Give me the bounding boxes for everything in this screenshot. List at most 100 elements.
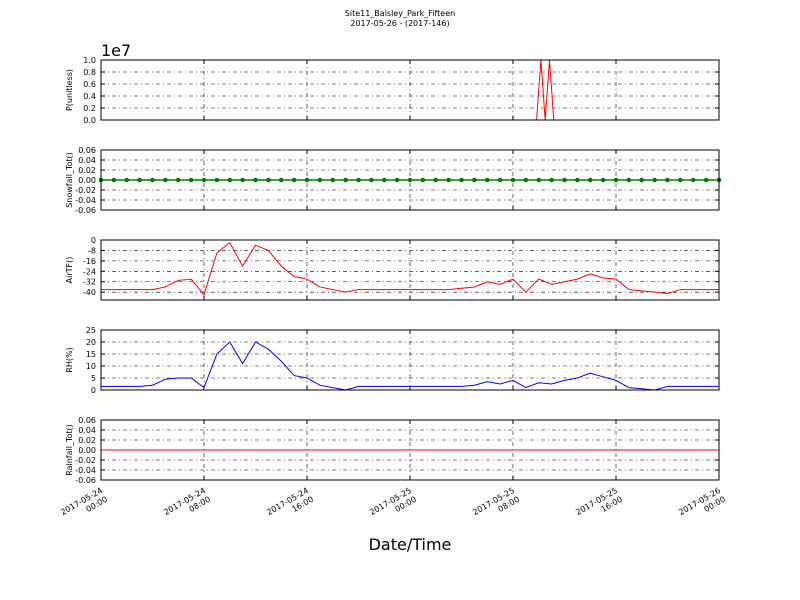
data-point bbox=[472, 177, 477, 183]
y-axis-label: Rainfall_Tot() bbox=[65, 424, 74, 476]
data-point bbox=[175, 177, 181, 183]
data-point bbox=[201, 177, 207, 183]
data-point bbox=[587, 177, 593, 183]
data-point bbox=[433, 177, 439, 183]
x-tick-label: 2017-05-2416:00 bbox=[265, 486, 315, 526]
data-point bbox=[600, 177, 606, 183]
x-tick-label: 2017-05-2516:00 bbox=[574, 486, 624, 526]
data-point bbox=[678, 177, 683, 183]
data-point bbox=[137, 177, 142, 183]
y-tick-label: 5 bbox=[91, 374, 96, 383]
data-point bbox=[613, 177, 619, 183]
data-point bbox=[240, 177, 245, 183]
y-tick-label: 0.02 bbox=[78, 436, 96, 445]
y-tick-label: -40 bbox=[83, 288, 96, 297]
axes-frame bbox=[100, 149, 720, 211]
data-line bbox=[101, 341, 719, 391]
y-tick-label: 0.0 bbox=[83, 116, 96, 125]
y-tick-label: 0.06 bbox=[78, 416, 96, 425]
data-point bbox=[407, 177, 413, 183]
data-point bbox=[536, 177, 542, 183]
y-tick-label: 0.6 bbox=[83, 80, 96, 89]
y-axis-label: P(unitless) bbox=[65, 69, 74, 111]
y-tick-label: -0.04 bbox=[75, 466, 96, 475]
y-tick-label: -0.04 bbox=[75, 196, 96, 205]
y-tick-label: 1.0 bbox=[83, 56, 96, 65]
data-point bbox=[497, 177, 503, 183]
y-tick-label: -8 bbox=[88, 246, 96, 255]
data-point bbox=[330, 177, 336, 183]
data-point bbox=[639, 177, 645, 183]
data-point bbox=[446, 177, 451, 183]
y-axis-label: RH(%) bbox=[65, 347, 74, 372]
x-tick-label: 2017-05-2408:00 bbox=[162, 486, 212, 526]
data-point bbox=[690, 177, 696, 183]
axes-frame bbox=[100, 329, 720, 391]
y-tick-label: 0.00 bbox=[78, 446, 96, 455]
data-point bbox=[278, 177, 284, 183]
x-tick-label: 2017-05-2500:00 bbox=[368, 486, 418, 526]
data-point bbox=[484, 177, 490, 183]
data-point bbox=[111, 177, 117, 183]
y-tick-label: 20 bbox=[86, 338, 96, 347]
y-tick-label: -0.06 bbox=[75, 206, 96, 215]
y-tick-label: -16 bbox=[83, 257, 96, 266]
data-point bbox=[523, 177, 529, 183]
data-point bbox=[510, 177, 516, 183]
data-point bbox=[291, 177, 297, 183]
y-tick-label: -0.06 bbox=[75, 476, 96, 485]
data-point bbox=[652, 177, 657, 183]
y-tick-label: 10 bbox=[86, 362, 96, 371]
y-tick-label: 0.06 bbox=[78, 146, 96, 155]
axes-frame bbox=[100, 59, 720, 121]
data-point bbox=[304, 177, 310, 183]
data-point bbox=[394, 177, 400, 183]
x-tick-label: 2017-05-2600:00 bbox=[677, 486, 727, 526]
axes-frame bbox=[100, 239, 720, 301]
data-point bbox=[163, 177, 168, 183]
data-point bbox=[356, 177, 361, 183]
y-offset-label: 1e7 bbox=[101, 41, 131, 60]
data-point bbox=[214, 177, 220, 183]
data-point bbox=[253, 177, 258, 183]
data-point bbox=[317, 177, 323, 183]
data-point bbox=[549, 177, 554, 183]
y-axis-label: Snowfall_Tot() bbox=[65, 152, 74, 208]
data-point bbox=[369, 177, 374, 183]
subtitle: 2017-05-26 - (2017-146) bbox=[350, 19, 449, 28]
axes-frame bbox=[100, 419, 720, 481]
data-point bbox=[124, 177, 130, 183]
y-tick-label: 15 bbox=[86, 350, 96, 359]
y-axis-label: AirTF() bbox=[65, 257, 74, 284]
data-point bbox=[562, 177, 567, 183]
y-tick-label: -24 bbox=[83, 267, 96, 276]
data-point bbox=[703, 177, 709, 183]
data-point bbox=[420, 177, 426, 183]
y-tick-label: 25 bbox=[86, 326, 96, 335]
data-point bbox=[575, 177, 580, 183]
y-tick-label: 0.4 bbox=[83, 92, 96, 101]
data-point bbox=[227, 177, 233, 183]
data-point bbox=[459, 177, 464, 183]
title: Site11_Baisley_Park_Fifteen bbox=[345, 9, 455, 18]
y-tick-label: 0 bbox=[91, 386, 96, 395]
y-tick-label: 0 bbox=[91, 236, 96, 245]
data-point bbox=[188, 177, 194, 183]
x-axis-label: Date/Time bbox=[369, 535, 452, 554]
y-tick-label: -0.02 bbox=[75, 456, 96, 465]
y-tick-label: -0.02 bbox=[75, 186, 96, 195]
x-tick-label: 2017-05-2508:00 bbox=[471, 486, 521, 526]
data-point bbox=[626, 177, 632, 183]
y-tick-label: 0.2 bbox=[83, 104, 96, 113]
y-tick-label: -32 bbox=[83, 278, 96, 287]
y-tick-label: 0.00 bbox=[78, 176, 96, 185]
data-point bbox=[665, 177, 670, 183]
y-tick-label: 0.04 bbox=[78, 156, 96, 165]
data-point bbox=[381, 177, 387, 183]
data-point bbox=[343, 177, 348, 183]
y-tick-label: 0.02 bbox=[78, 166, 96, 175]
y-tick-label: 0.8 bbox=[83, 68, 96, 77]
data-point bbox=[150, 177, 155, 183]
y-tick-label: 0.04 bbox=[78, 426, 96, 435]
